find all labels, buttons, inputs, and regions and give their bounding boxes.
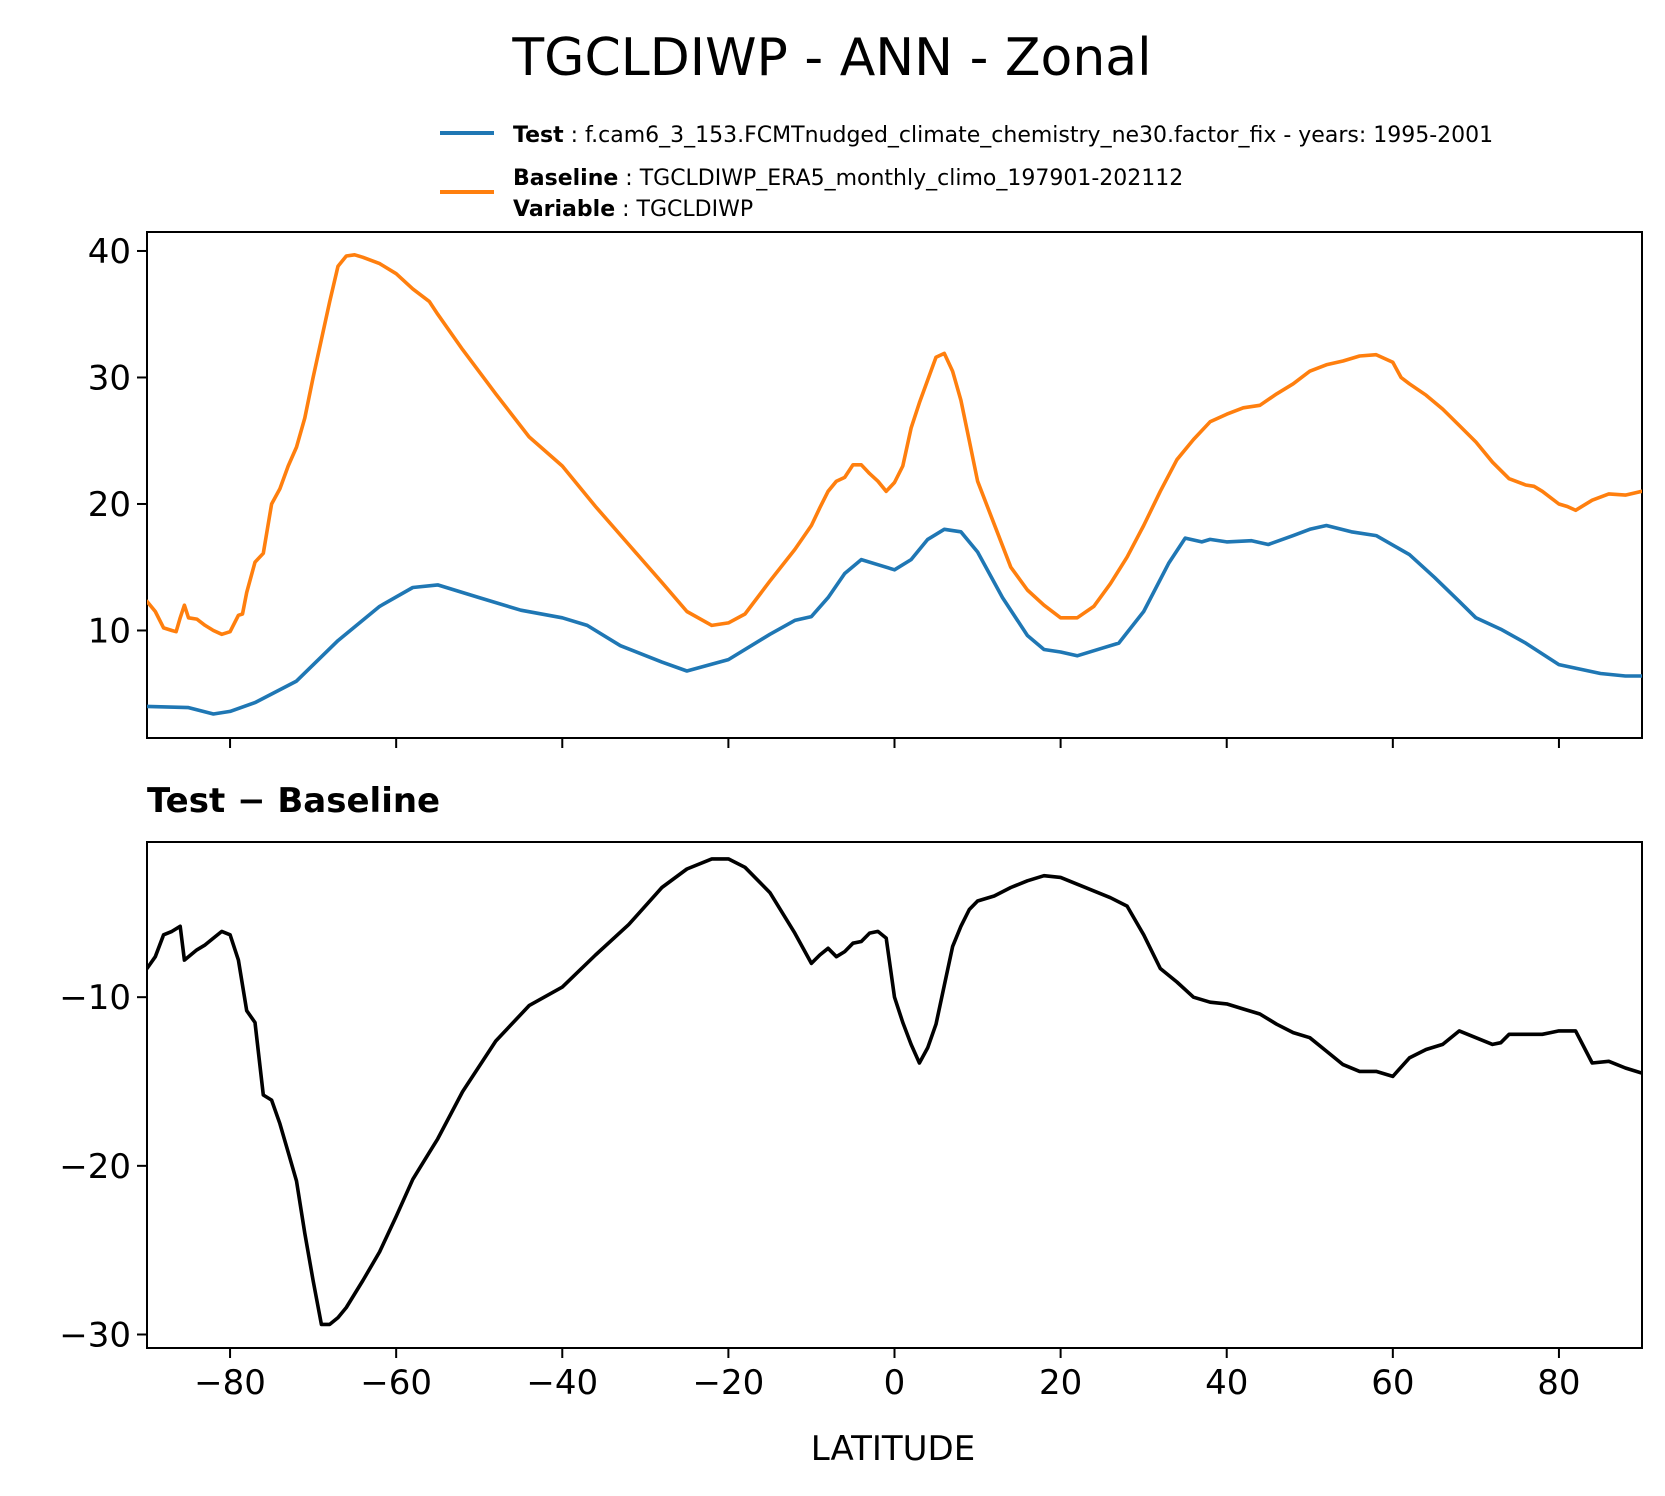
y-tick-label: 20 [88, 485, 131, 525]
y-tick-label: −20 [59, 1147, 131, 1187]
y-tick-label: −10 [59, 978, 131, 1018]
x-tick-label: 60 [1371, 1363, 1414, 1403]
legend: Test : f.cam6_3_153.FCMTnudged_climate_c… [440, 123, 1493, 222]
x-tick-label: −40 [526, 1363, 598, 1403]
y-tick-label: −30 [59, 1316, 131, 1356]
series-line-baseline [147, 253, 1642, 637]
x-tick-label: −20 [693, 1363, 765, 1403]
x-tick-label: 20 [1039, 1363, 1082, 1403]
legend-entry-test: Test : f.cam6_3_153.FCMTnudged_climate_c… [513, 123, 1493, 148]
y-tick-label: 40 [88, 232, 131, 272]
x-tick-label: −80 [194, 1363, 266, 1403]
legend-entry-baseline: Baseline : TGCLDIWP_ERA5_monthly_climo_1… [513, 166, 1183, 191]
x-tick-label: −60 [360, 1363, 432, 1403]
chart-title: TGCLDIWP - ANN - Zonal [511, 28, 1151, 88]
legend-entry-variable: Variable : TGCLDIWP [513, 197, 753, 222]
y-tick-label: 10 [88, 611, 131, 651]
upper-panel: 10 20 30 40 [88, 231, 1643, 748]
y-tick-label: 30 [88, 358, 131, 398]
x-tick-label: 80 [1537, 1363, 1580, 1403]
axes-frame [146, 841, 1643, 1349]
x-tick-label: 40 [1205, 1363, 1248, 1403]
diff-panel-title: Test − Baseline [147, 781, 440, 821]
x-tick-label: 0 [884, 1363, 906, 1403]
series-line-test-baseline [147, 857, 1642, 1327]
x-axis-label: LATITUDE [811, 1429, 975, 1469]
series-line-test [147, 523, 1642, 716]
difference-panel: −80 −60 −40 −20 0 20 40 60 80 −10 −20 −30 [59, 841, 1643, 1403]
